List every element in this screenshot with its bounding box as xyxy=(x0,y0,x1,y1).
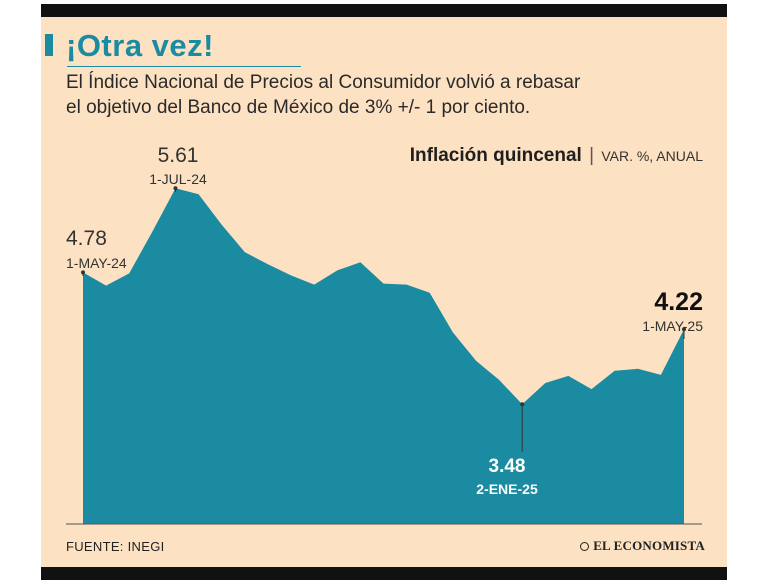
brand-logo: EL ECONOMISTA xyxy=(580,538,705,554)
annotation-value: 4.22 xyxy=(654,288,703,316)
annotation-date: 2-ENE-25 xyxy=(476,481,538,497)
brand-name: EL ECONOMISTA xyxy=(593,538,705,553)
annotation-dot xyxy=(520,402,525,407)
chart-title: Inflación quincenal | VAR. %, ANUAL xyxy=(410,145,703,167)
title-marker xyxy=(45,34,53,56)
chart-unit: VAR. %, ANUAL xyxy=(601,148,703,164)
brand-icon xyxy=(580,542,590,551)
source-note: FUENTE: INEGI xyxy=(66,539,165,554)
chart-title-separator: | xyxy=(589,145,595,166)
infographic-panel: ¡Otra vez! El Índice Nacional de Precios… xyxy=(41,4,727,580)
annotation-value: 3.48 xyxy=(489,456,526,477)
annotation-value: 5.61 xyxy=(158,144,199,167)
subtitle-line-2: el objetivo del Banco de México de 3% +/… xyxy=(66,97,531,118)
annotation-dot xyxy=(173,186,178,191)
headline-rule xyxy=(67,66,301,67)
top-bar xyxy=(41,4,727,17)
annotation-value: 4.78 xyxy=(66,227,107,250)
headline: ¡Otra vez! xyxy=(66,28,214,63)
chart-title-main: Inflación quincenal xyxy=(409,145,582,166)
annotation-date: 1-MAY-25 xyxy=(642,318,703,334)
annotation-dot xyxy=(682,327,686,332)
subtitle-line-1: El Índice Nacional de Precios al Consumi… xyxy=(66,72,581,93)
annotation-date: 1-MAY-24 xyxy=(66,255,127,271)
inflation-area-chart: 4.78 1-MAY-24 5.61 1-JUL-24 3.48 2-ENE-25 4.22… xyxy=(66,144,703,525)
subtitle: El Índice Nacional de Precios al Consumi… xyxy=(66,70,626,120)
area-series xyxy=(83,188,684,524)
bottom-bar xyxy=(41,567,727,580)
annotation-date: 1-JUL-24 xyxy=(149,171,207,187)
annotation-dot xyxy=(81,270,85,275)
